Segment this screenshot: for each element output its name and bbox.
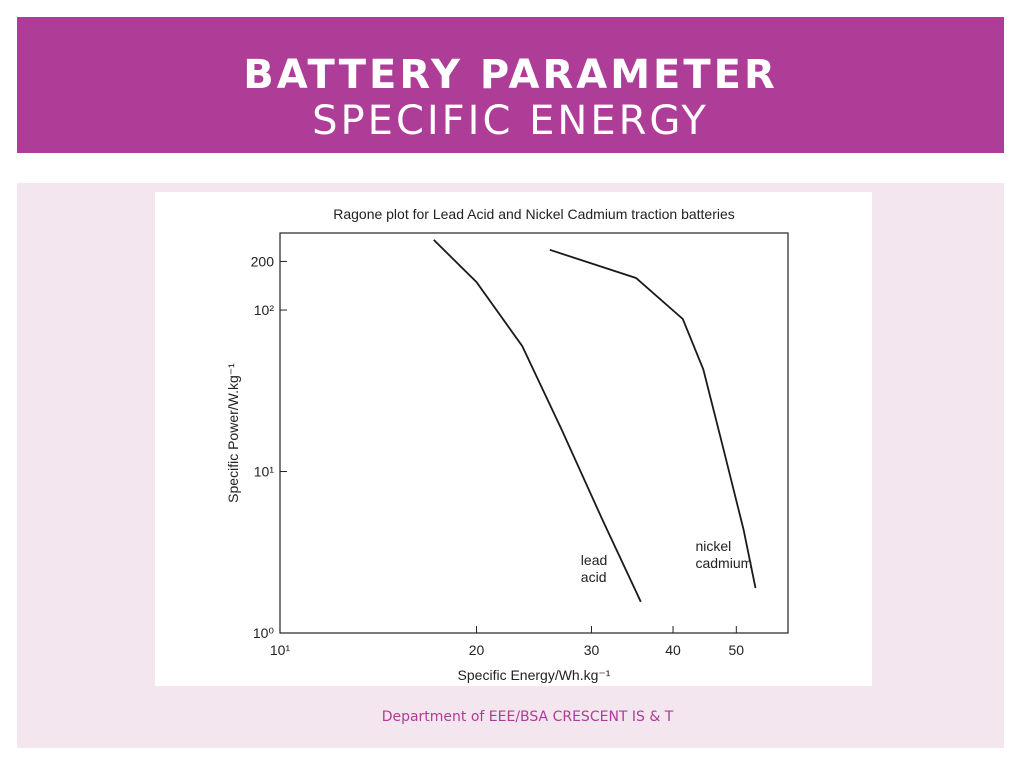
x-tick-label: 40 xyxy=(665,642,681,658)
x-tick-label: 30 xyxy=(584,642,600,658)
y-tick-label: 10² xyxy=(254,302,275,318)
series-label-text: nickel cadmium xyxy=(695,537,753,571)
slide-subtitle: SPECIFIC ENERGY xyxy=(312,98,709,144)
y-tick-label: 10¹ xyxy=(254,464,275,480)
slide-title: BATTERY PARAMETER xyxy=(243,52,778,98)
series-label: lead acid xyxy=(580,551,608,585)
x-tick-label: 10¹ xyxy=(270,642,291,658)
series-label: nickel cadmium xyxy=(695,537,753,571)
chart-title: Ragone plot for Lead Acid and Nickel Cad… xyxy=(333,206,735,222)
chart-background xyxy=(155,192,872,686)
x-tick-label: 50 xyxy=(729,642,745,658)
header: BATTERY PARAMETER SPECIFIC ENERGY xyxy=(17,17,1004,153)
plot-frame xyxy=(279,232,789,634)
y-axis-label: Specific Power/W.kg⁻¹ xyxy=(225,363,241,503)
series-label-text: lead acid xyxy=(580,551,608,585)
footer: Department of EEE/BSA CRESCENT IS & T xyxy=(381,709,674,725)
y-tick-label: 10⁰ xyxy=(253,625,275,641)
y-tick-label: 200 xyxy=(251,253,275,269)
series-line xyxy=(549,248,757,589)
series-line xyxy=(433,239,642,603)
x-axis-label: Specific Energy/Wh.kg⁻¹ xyxy=(458,667,611,683)
x-tick-label: 20 xyxy=(469,642,485,658)
